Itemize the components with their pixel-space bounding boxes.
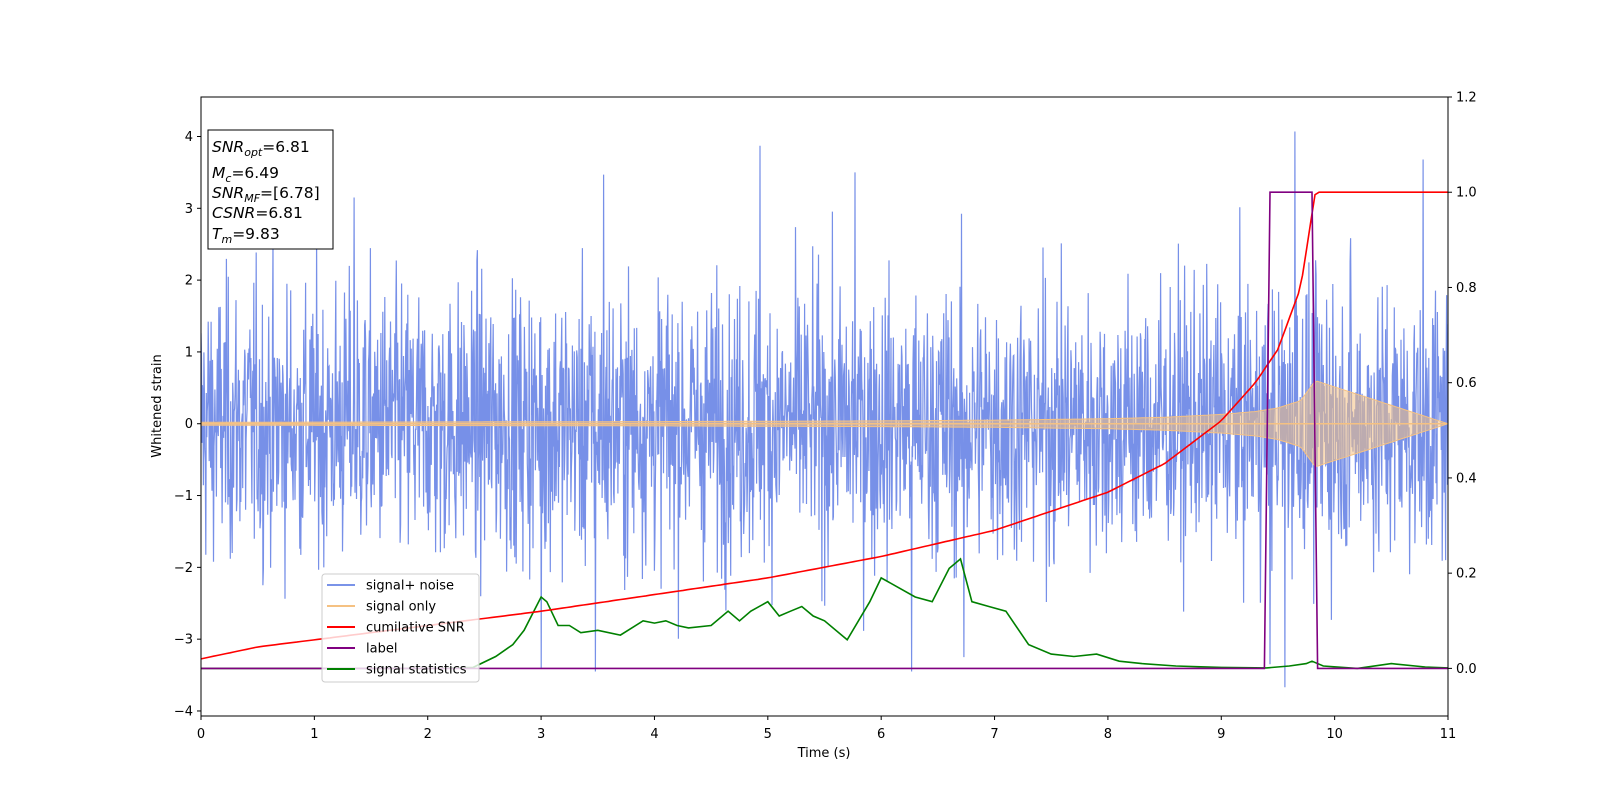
x-tick-label: 6 (877, 727, 885, 742)
x-tick-label: 1 (310, 727, 318, 742)
info-box-line: SNRopt=6.81 (212, 138, 310, 159)
y2-tick-label: 0.0 (1456, 662, 1477, 677)
x-tick-label: 0 (197, 727, 205, 742)
plot-frame (200, 96, 1449, 717)
info-box-line: Tm=9.83 (212, 225, 280, 246)
signal-statistics-line (201, 557, 1448, 670)
x-axis: 0 1 2 3 4 5 6 7 8 9 10 11 (197, 716, 1456, 742)
x-tick-label: 2 (424, 727, 432, 742)
legend-frame (321, 573, 480, 683)
y-tick-label: −3 (174, 633, 193, 648)
y-tick-label: 0 (185, 417, 193, 432)
y-tick-label: 3 (185, 202, 193, 217)
x-tick-label: 11 (1440, 727, 1457, 742)
y-tick-label: −4 (174, 704, 193, 719)
y2-tick-label: 1.0 (1456, 186, 1477, 201)
x-tick-label: 9 (1217, 727, 1225, 742)
x-tick-label: 4 (650, 727, 658, 742)
y2-tick-label: 0.4 (1456, 471, 1477, 486)
x-tick-label: 8 (1104, 727, 1112, 742)
legend-label: cumilative SNR (366, 621, 465, 636)
noise-series (201, 131, 1448, 688)
legend-label: label (366, 642, 397, 657)
x-tick-label: 5 (764, 727, 772, 742)
x-tick-label: 10 (1326, 727, 1343, 742)
legend-label: signal+ noise (366, 579, 454, 594)
y2-tick-label: 0.6 (1456, 376, 1477, 391)
y-tick-label: 4 (185, 130, 193, 145)
y2-tick-label: 1.2 (1456, 91, 1477, 106)
noise-line (201, 131, 1448, 688)
signal-series (201, 380, 1448, 467)
y-tick-label: −2 (174, 561, 193, 576)
x-tick-label: 7 (990, 727, 998, 742)
y2-tick-label: 0.8 (1456, 281, 1477, 296)
legend-label: signal only (366, 600, 436, 615)
legend-label: signal statistics (366, 663, 467, 678)
y2-tick-label: 0.2 (1456, 567, 1477, 582)
y-axis-right: 0.0 0.2 0.4 0.6 0.8 1.0 1.2 (1448, 91, 1477, 677)
x-tick-label: 3 (537, 727, 545, 742)
y-axis-label: Whitened strain (150, 354, 165, 457)
legend: signal+ noise signal only cumilative SNR la… (321, 573, 480, 683)
y-tick-label: 2 (185, 274, 193, 289)
label-line (201, 191, 1448, 670)
y-axis-left: −4 −3 −2 −1 0 1 2 3 4 (174, 130, 201, 719)
info-box-line: CSNR=6.81 (212, 204, 303, 222)
y-tick-label: 1 (185, 345, 193, 360)
x-axis-label: Time (s) (797, 746, 851, 761)
info-box-line: Mc=6.49 (212, 164, 279, 185)
info-box-frame (207, 129, 334, 250)
y-tick-label: −1 (174, 489, 193, 504)
info-box-line: SNRMF=[6.78] (212, 184, 320, 205)
